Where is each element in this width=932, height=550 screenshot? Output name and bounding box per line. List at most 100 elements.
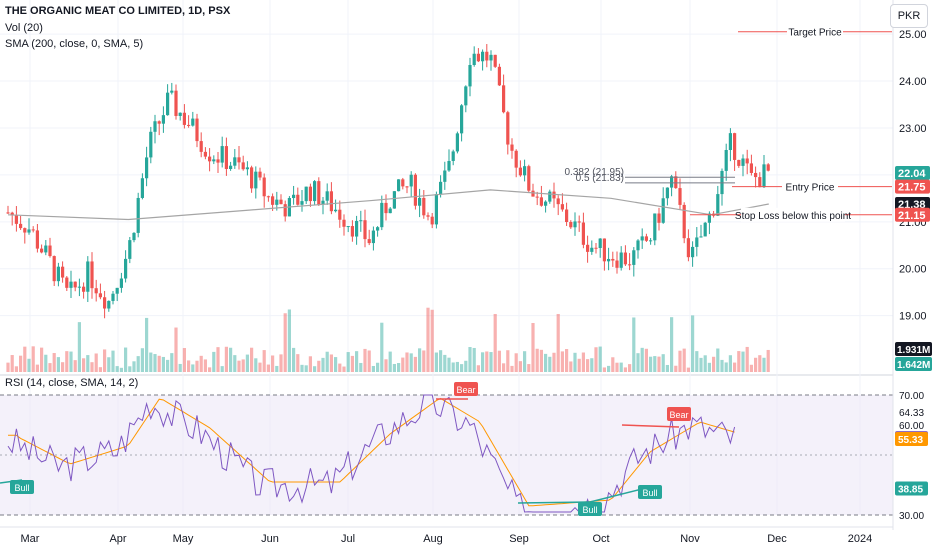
divergence-tag: Bull <box>14 483 29 493</box>
price-tick-label: 20.00 <box>899 264 927 276</box>
candle-body <box>10 212 14 216</box>
time-tick-label: Nov <box>680 533 700 545</box>
volume-bar <box>657 356 661 372</box>
divergence-line <box>517 501 591 504</box>
volume-bar <box>686 367 690 372</box>
candle-body <box>52 256 56 282</box>
volume-bar <box>178 363 182 372</box>
volume-bar <box>119 367 123 372</box>
rsi-label: 38.85 <box>898 484 923 495</box>
volume-bar <box>166 359 170 372</box>
rsi-label-bg <box>895 432 928 447</box>
price-label: 21.75 <box>898 182 926 194</box>
candle-body <box>136 197 140 233</box>
rsi-tick-label: 64.33 <box>899 408 924 419</box>
price-tick-label: 25.00 <box>899 29 927 41</box>
rsi-tick-label: 60.00 <box>899 421 924 432</box>
volume-bar <box>69 351 73 372</box>
volume-bar <box>334 357 338 372</box>
volume-bar <box>615 362 619 372</box>
volume-bar <box>359 362 363 372</box>
candle-body <box>745 158 749 164</box>
volume-label: 1.642M <box>897 360 930 371</box>
volume-bar <box>40 347 44 372</box>
volume-bar <box>275 365 279 372</box>
candle-body <box>607 258 611 262</box>
volume-bar <box>670 317 674 372</box>
volume-bar <box>674 365 678 372</box>
volume-bar <box>279 354 283 372</box>
volume-bar <box>292 347 296 372</box>
candle-body <box>157 121 161 124</box>
candle-body <box>258 171 262 178</box>
candle-body <box>111 293 115 301</box>
volume-bar <box>392 363 396 372</box>
volume-bar <box>241 359 245 372</box>
candle-body <box>56 266 60 282</box>
volume-bar <box>409 353 413 372</box>
candle-body <box>103 297 107 309</box>
candle-body <box>418 197 422 206</box>
volume-bar <box>699 357 703 372</box>
time-tick-label: Jun <box>261 533 279 545</box>
candle-body <box>216 159 220 163</box>
candle-body <box>124 258 128 279</box>
volume-bar <box>308 356 312 372</box>
price-label-bg <box>895 179 930 194</box>
volume-bar <box>632 317 636 372</box>
candle-body <box>539 197 543 206</box>
volume-bar <box>602 367 606 372</box>
volume-bar <box>749 364 753 372</box>
level-label-bg <box>741 207 845 222</box>
volume-bar <box>619 362 623 372</box>
candle-body <box>313 181 317 202</box>
volume-bar <box>548 356 552 372</box>
volume-bar <box>367 350 371 372</box>
time-tick-label: Dec <box>767 533 787 545</box>
volume-bar <box>611 357 615 372</box>
candle-body <box>749 163 753 173</box>
candle-body <box>69 281 73 288</box>
candle-body <box>334 209 338 212</box>
sma-line <box>7 189 769 221</box>
volume-bar <box>590 358 594 372</box>
candle-body <box>195 118 199 142</box>
candle-body <box>342 219 346 227</box>
volume-bar <box>346 352 350 372</box>
candle-body <box>602 238 606 262</box>
volume-bar <box>338 363 342 372</box>
volume-bar <box>329 354 333 372</box>
volume-bar <box>678 350 682 372</box>
volume-bar <box>737 351 741 372</box>
volume-bar <box>464 360 468 372</box>
volume-bar <box>493 313 497 372</box>
candle-body <box>392 191 396 209</box>
volume-bar <box>581 352 585 372</box>
candle-body <box>451 151 455 161</box>
candle-body <box>300 201 304 205</box>
volume-bar <box>342 366 346 372</box>
currency-button[interactable]: PKR <box>890 4 928 28</box>
candle-body <box>665 187 669 199</box>
candle-body <box>329 191 333 212</box>
volume-bar <box>745 346 749 372</box>
volume-bar <box>208 367 212 372</box>
volume-bar <box>187 360 191 372</box>
time-tick-label: 2024 <box>848 533 872 545</box>
candle-body <box>212 159 216 162</box>
volume-bar <box>758 355 762 372</box>
volume-bar <box>766 349 770 372</box>
candle-body <box>682 204 686 239</box>
volume-bar <box>321 357 325 372</box>
volume-bar <box>161 356 165 372</box>
candle-body <box>31 229 35 231</box>
volume-bar <box>153 354 157 372</box>
volume-bar <box>451 362 455 372</box>
volume-bar <box>623 367 627 372</box>
candle-body <box>653 213 657 241</box>
volume-label-bg <box>895 342 932 356</box>
candle-body <box>115 287 119 294</box>
candle-body <box>166 92 170 116</box>
volume-bar <box>56 357 60 372</box>
volume-bar <box>296 354 300 372</box>
